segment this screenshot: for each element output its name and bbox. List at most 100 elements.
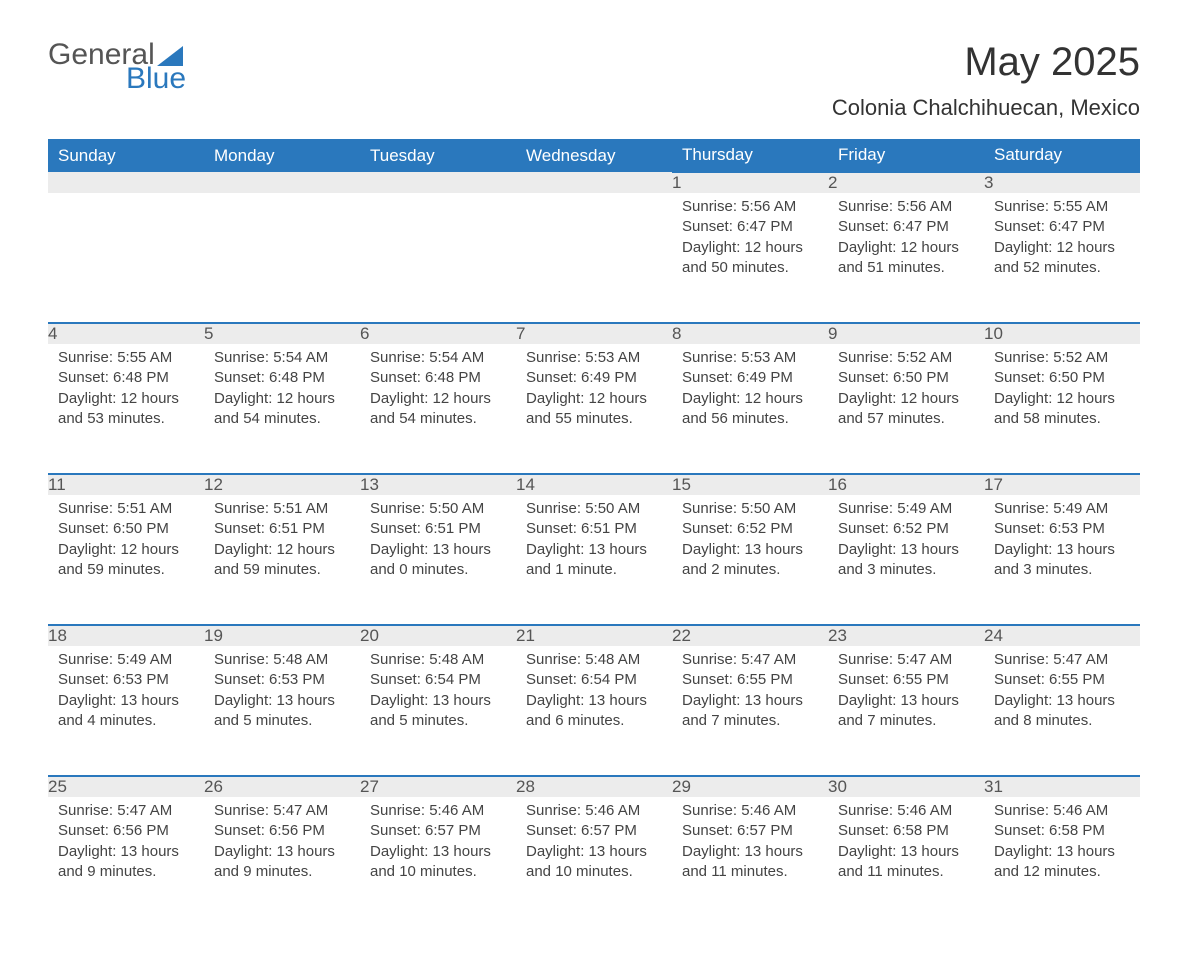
sunset-line: Sunset: 6:52 PM <box>682 519 818 539</box>
day-details: Sunrise: 5:46 AMSunset: 6:57 PMDaylight:… <box>672 797 828 896</box>
empty-day-number <box>360 172 516 193</box>
day-details: Sunrise: 5:46 AMSunset: 6:58 PMDaylight:… <box>984 797 1140 896</box>
day-details: Sunrise: 5:56 AMSunset: 6:47 PMDaylight:… <box>828 193 984 292</box>
day-number: 30 <box>828 776 984 797</box>
sunset-line: Sunset: 6:53 PM <box>214 670 350 690</box>
day-number: 9 <box>828 323 984 344</box>
day-cell: Sunrise: 5:51 AMSunset: 6:51 PMDaylight:… <box>204 495 360 625</box>
day-cell: Sunrise: 5:52 AMSunset: 6:50 PMDaylight:… <box>828 344 984 474</box>
weekday-header: Monday <box>204 139 360 172</box>
sunrise-line: Sunrise: 5:55 AM <box>994 197 1130 217</box>
empty-day-number <box>204 172 360 193</box>
details-row: Sunrise: 5:56 AM Sunset: 6:47 PM Daylight:… <box>48 193 1140 323</box>
sunrise-line: Sunrise: 5:47 AM <box>682 650 818 670</box>
day-cell: Sunrise: 5:46 AMSunset: 6:57 PMDaylight:… <box>516 797 672 927</box>
day-details: Sunrise: 5:47 AMSunset: 6:55 PMDaylight:… <box>828 646 984 745</box>
daylight-line: Daylight: 12 hours and 50 minutes. <box>682 238 818 279</box>
sunrise-line: Sunrise: 5:51 AM <box>58 499 194 519</box>
daylight-line: Daylight: 13 hours and 9 minutes. <box>58 842 194 883</box>
sunset-line: Sunset: 6:55 PM <box>838 670 974 690</box>
details-row: Sunrise: 5:49 AMSunset: 6:53 PMDaylight:… <box>48 646 1140 776</box>
empty-day-cell <box>360 193 516 323</box>
day-cell: Sunrise: 5:55 AMSunset: 6:48 PMDaylight:… <box>48 344 204 474</box>
sunset-line: Sunset: 6:55 PM <box>994 670 1130 690</box>
empty-day-cell <box>204 193 360 323</box>
daylight-line: Daylight: 12 hours and 54 minutes. <box>370 389 506 430</box>
day-number: 27 <box>360 776 516 797</box>
day-number: 6 <box>360 323 516 344</box>
weekday-header: Wednesday <box>516 139 672 172</box>
sunrise-line: Sunrise: 5:47 AM <box>838 650 974 670</box>
day-details: Sunrise: 5:49 AMSunset: 6:53 PMDaylight:… <box>48 646 204 745</box>
sunrise-line: Sunrise: 5:51 AM <box>214 499 350 519</box>
day-details: Sunrise: 5:47 AMSunset: 6:56 PMDaylight:… <box>204 797 360 896</box>
day-cell: Sunrise: 5:54 AMSunset: 6:48 PMDaylight:… <box>204 344 360 474</box>
sunrise-line: Sunrise: 5:52 AM <box>838 348 974 368</box>
daylight-line: Daylight: 13 hours and 7 minutes. <box>838 691 974 732</box>
day-details: Sunrise: 5:53 AMSunset: 6:49 PMDaylight:… <box>672 344 828 443</box>
day-cell: Sunrise: 5:46 AMSunset: 6:57 PMDaylight:… <box>672 797 828 927</box>
day-number: 12 <box>204 474 360 495</box>
day-cell: Sunrise: 5:47 AMSunset: 6:56 PMDaylight:… <box>48 797 204 927</box>
day-cell: Sunrise: 5:49 AMSunset: 6:53 PMDaylight:… <box>48 646 204 776</box>
sunset-line: Sunset: 6:57 PM <box>370 821 506 841</box>
day-number: 8 <box>672 323 828 344</box>
day-number: 31 <box>984 776 1140 797</box>
sunset-line: Sunset: 6:53 PM <box>58 670 194 690</box>
day-number: 17 <box>984 474 1140 495</box>
day-number: 28 <box>516 776 672 797</box>
sunrise-line: Sunrise: 5:49 AM <box>58 650 194 670</box>
daylight-line: Daylight: 12 hours and 57 minutes. <box>838 389 974 430</box>
daylight-line: Daylight: 13 hours and 5 minutes. <box>370 691 506 732</box>
sunset-line: Sunset: 6:49 PM <box>682 368 818 388</box>
day-number: 20 <box>360 625 516 646</box>
day-number: 29 <box>672 776 828 797</box>
daylight-line: Daylight: 12 hours and 55 minutes. <box>526 389 662 430</box>
day-cell: Sunrise: 5:56 AMSunset: 6:47 PMDaylight:… <box>828 193 984 323</box>
day-number: 24 <box>984 625 1140 646</box>
day-details: Sunrise: 5:46 AMSunset: 6:57 PMDaylight:… <box>360 797 516 896</box>
sunrise-line: Sunrise: 5:52 AM <box>994 348 1130 368</box>
day-cell: Sunrise: 5:46 AMSunset: 6:58 PMDaylight:… <box>828 797 984 927</box>
day-cell: Sunrise: 5:47 AMSunset: 6:56 PMDaylight:… <box>204 797 360 927</box>
sunset-line: Sunset: 6:53 PM <box>994 519 1130 539</box>
day-details: Sunrise: 5:54 AMSunset: 6:48 PMDaylight:… <box>360 344 516 443</box>
daynum-row: 11121314151617 <box>48 474 1140 495</box>
day-details: Sunrise: 5:46 AMSunset: 6:57 PMDaylight:… <box>516 797 672 896</box>
day-details: Sunrise: 5:48 AMSunset: 6:53 PMDaylight:… <box>204 646 360 745</box>
day-cell: Sunrise: 5:51 AMSunset: 6:50 PMDaylight:… <box>48 495 204 625</box>
day-details: Sunrise: 5:48 AMSunset: 6:54 PMDaylight:… <box>360 646 516 745</box>
day-details: Sunrise: 5:52 AMSunset: 6:50 PMDaylight:… <box>828 344 984 443</box>
daylight-line: Daylight: 12 hours and 51 minutes. <box>838 238 974 279</box>
sunrise-line: Sunrise: 5:56 AM <box>682 197 818 217</box>
daylight-line: Daylight: 13 hours and 11 minutes. <box>682 842 818 883</box>
sunset-line: Sunset: 6:50 PM <box>838 368 974 388</box>
daylight-line: Daylight: 13 hours and 8 minutes. <box>994 691 1130 732</box>
weekday-header-row: SundayMondayTuesdayWednesdayThursdayFrid… <box>48 139 1140 172</box>
daylight-line: Daylight: 13 hours and 0 minutes. <box>370 540 506 581</box>
sunset-line: Sunset: 6:52 PM <box>838 519 974 539</box>
day-cell: Sunrise: 5:48 AMSunset: 6:54 PMDaylight:… <box>360 646 516 776</box>
day-number: 21 <box>516 625 672 646</box>
daylight-line: Daylight: 13 hours and 3 minutes. <box>838 540 974 581</box>
day-cell: Sunrise: 5:49 AMSunset: 6:52 PMDaylight:… <box>828 495 984 625</box>
daylight-line: Daylight: 12 hours and 58 minutes. <box>994 389 1130 430</box>
day-number: 16 <box>828 474 984 495</box>
day-number: 15 <box>672 474 828 495</box>
sunrise-line: Sunrise: 5:50 AM <box>682 499 818 519</box>
sunrise-line: Sunrise: 5:53 AM <box>526 348 662 368</box>
day-details: Sunrise: 5:56 AMSunset: 6:47 PMDaylight:… <box>672 193 828 292</box>
sunrise-line: Sunrise: 5:47 AM <box>214 801 350 821</box>
sunrise-line: Sunrise: 5:54 AM <box>370 348 506 368</box>
day-cell: Sunrise: 5:55 AMSunset: 6:47 PMDaylight:… <box>984 193 1140 323</box>
daylight-line: Daylight: 12 hours and 56 minutes. <box>682 389 818 430</box>
day-cell: Sunrise: 5:54 AMSunset: 6:48 PMDaylight:… <box>360 344 516 474</box>
sunrise-line: Sunrise: 5:46 AM <box>526 801 662 821</box>
day-details: Sunrise: 5:48 AMSunset: 6:54 PMDaylight:… <box>516 646 672 745</box>
sunset-line: Sunset: 6:47 PM <box>994 217 1130 237</box>
sunset-line: Sunset: 6:58 PM <box>838 821 974 841</box>
day-details: Sunrise: 5:47 AMSunset: 6:55 PMDaylight:… <box>672 646 828 745</box>
day-cell: Sunrise: 5:46 AMSunset: 6:57 PMDaylight:… <box>360 797 516 927</box>
sunset-line: Sunset: 6:55 PM <box>682 670 818 690</box>
daylight-line: Daylight: 13 hours and 10 minutes. <box>370 842 506 883</box>
